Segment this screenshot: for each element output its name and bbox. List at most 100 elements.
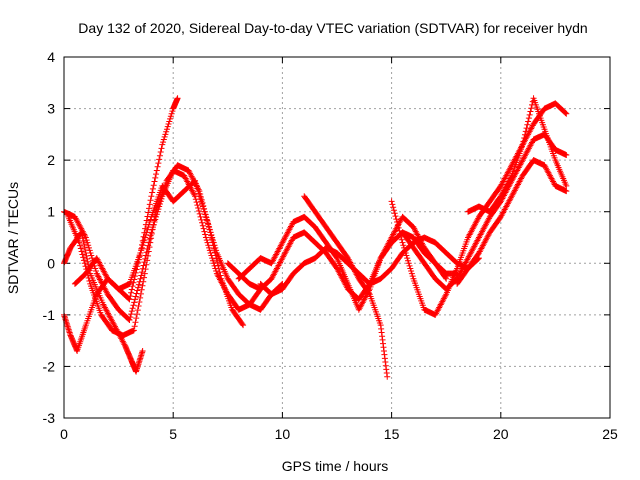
data-point xyxy=(526,111,533,118)
data-point xyxy=(201,208,208,215)
data-point xyxy=(140,278,147,285)
data-point xyxy=(133,315,140,322)
data-point xyxy=(167,115,174,122)
data-point xyxy=(131,299,138,306)
data-point xyxy=(166,118,173,125)
data-point xyxy=(195,190,202,197)
data-point xyxy=(121,341,128,348)
data-point xyxy=(209,237,216,244)
data-point xyxy=(144,257,151,264)
data-point xyxy=(126,296,133,303)
data-point xyxy=(156,156,163,163)
data-point xyxy=(207,249,214,256)
data-point xyxy=(520,138,527,145)
data-point xyxy=(202,234,209,241)
data-point xyxy=(203,216,210,223)
data-point xyxy=(563,110,570,117)
series-track xyxy=(454,157,570,287)
data-point xyxy=(205,242,212,249)
data-point xyxy=(194,202,201,209)
data-point xyxy=(389,201,396,208)
y-tick-label: 2 xyxy=(47,152,55,168)
data-point xyxy=(403,252,410,259)
data-point xyxy=(407,265,414,272)
data-point xyxy=(150,182,157,189)
data-point xyxy=(169,108,176,115)
y-tick-label: -2 xyxy=(43,358,56,374)
data-point xyxy=(399,239,406,246)
data-point xyxy=(76,239,83,246)
data-point xyxy=(521,131,528,138)
data-point xyxy=(197,213,204,220)
data-point xyxy=(391,210,398,217)
data-point xyxy=(141,274,148,281)
series-track xyxy=(388,100,570,318)
data-point xyxy=(208,231,215,238)
data-point xyxy=(132,293,139,300)
data-point xyxy=(145,224,152,231)
data-point xyxy=(388,198,395,205)
y-tick-label: 4 xyxy=(47,49,55,65)
data-point xyxy=(199,203,206,210)
data-point xyxy=(143,229,150,236)
data-point xyxy=(88,252,95,259)
data-point xyxy=(145,248,152,255)
data-point xyxy=(148,235,155,242)
data-point xyxy=(209,257,216,264)
data-point xyxy=(201,228,208,235)
data-point xyxy=(131,296,138,303)
series-track xyxy=(61,229,146,375)
data-point xyxy=(199,219,206,226)
data-point xyxy=(146,221,153,228)
data-point xyxy=(524,121,531,128)
data-point xyxy=(195,205,202,212)
data-point xyxy=(144,226,151,233)
data-point xyxy=(523,125,530,132)
data-point xyxy=(395,224,402,231)
series-track xyxy=(257,234,482,298)
data-point xyxy=(80,257,87,264)
series-track xyxy=(465,95,570,215)
data-point xyxy=(79,251,86,258)
data-point xyxy=(128,286,135,293)
data-point xyxy=(135,284,142,291)
x-tick-label: 5 xyxy=(169,426,177,442)
data-points xyxy=(61,95,570,380)
data-point xyxy=(209,255,216,262)
series-track xyxy=(301,193,391,380)
data-point xyxy=(216,269,223,276)
data-point xyxy=(405,260,412,267)
data-point xyxy=(141,237,148,244)
series-track xyxy=(65,162,247,339)
data-point xyxy=(126,317,133,324)
data-point xyxy=(521,135,528,142)
data-point xyxy=(131,323,138,330)
data-point xyxy=(522,128,529,135)
data-point xyxy=(525,115,532,122)
data-point xyxy=(196,193,203,200)
data-point xyxy=(174,95,181,102)
data-point xyxy=(158,145,165,152)
data-point xyxy=(149,189,156,196)
data-point xyxy=(199,222,206,229)
data-point xyxy=(144,252,151,259)
data-point xyxy=(206,224,213,231)
data-point xyxy=(390,207,397,214)
data-point xyxy=(239,321,246,328)
data-point xyxy=(138,247,145,254)
data-point xyxy=(82,234,89,241)
data-point xyxy=(210,239,217,246)
data-point xyxy=(81,260,88,267)
data-point xyxy=(156,152,163,159)
data-point xyxy=(142,266,149,273)
data-point xyxy=(563,188,570,195)
data-point xyxy=(130,327,137,334)
y-tick-label: -3 xyxy=(43,410,56,426)
x-axis-label: GPS time / hours xyxy=(282,458,389,474)
data-point xyxy=(159,141,166,148)
data-point xyxy=(87,249,94,256)
data-point xyxy=(146,244,153,251)
data-point xyxy=(80,241,87,248)
data-point xyxy=(143,261,150,268)
series-track xyxy=(399,131,570,293)
